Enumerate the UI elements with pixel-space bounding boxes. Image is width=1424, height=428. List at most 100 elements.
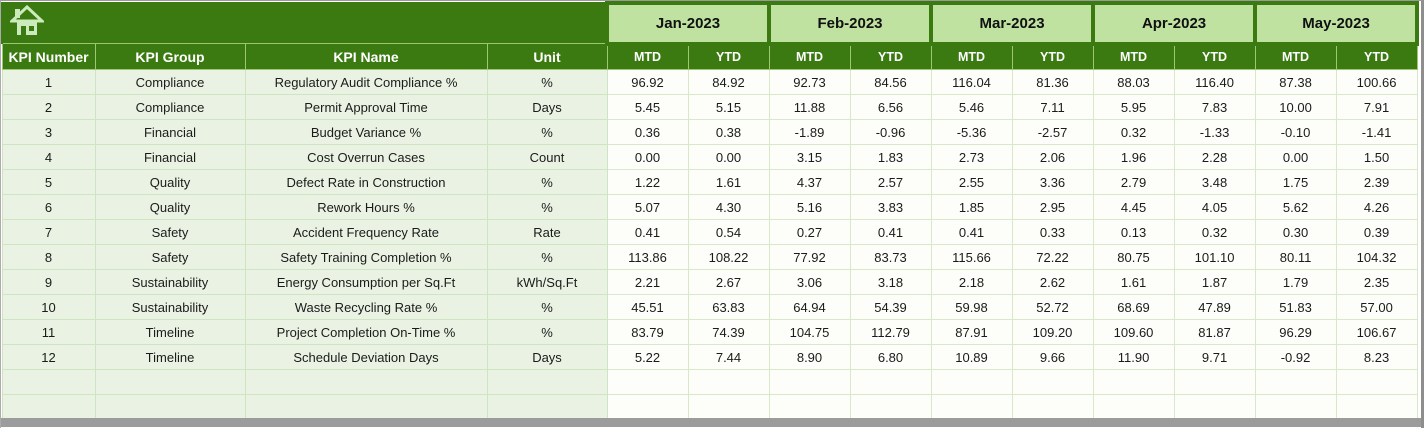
- value-cell-mar-2023-mtd[interactable]: 115.66: [930, 244, 1013, 270]
- empty-cell[interactable]: [486, 369, 608, 395]
- kpi-group-cell[interactable]: Compliance: [94, 94, 246, 120]
- empty-cell[interactable]: [930, 394, 1013, 420]
- empty-cell[interactable]: [849, 369, 932, 395]
- kpi-name-cell[interactable]: Regulatory Audit Compliance %: [244, 69, 488, 95]
- kpi-group-cell[interactable]: Safety: [94, 219, 246, 245]
- value-cell-may-2023-mtd[interactable]: 80.11: [1254, 244, 1337, 270]
- value-cell-may-2023-mtd[interactable]: 1.79: [1254, 269, 1337, 295]
- home-button[interactable]: [8, 4, 46, 37]
- value-cell-apr-2023-mtd[interactable]: 5.95: [1092, 94, 1175, 120]
- kpi-number-cell[interactable]: 9: [1, 269, 96, 295]
- value-cell-mar-2023-ytd[interactable]: 2.62: [1011, 269, 1094, 295]
- value-cell-feb-2023-mtd[interactable]: 104.75: [768, 319, 851, 345]
- value-cell-apr-2023-ytd[interactable]: 116.40: [1173, 69, 1256, 95]
- value-cell-apr-2023-mtd[interactable]: 2.79: [1092, 169, 1175, 195]
- value-cell-jan-2023-mtd[interactable]: 5.45: [606, 94, 689, 120]
- value-cell-mar-2023-mtd[interactable]: 2.73: [930, 144, 1013, 170]
- value-cell-apr-2023-mtd[interactable]: 0.13: [1092, 219, 1175, 245]
- kpi-name-cell[interactable]: Waste Recycling Rate %: [244, 294, 488, 320]
- month-header-jan-2023[interactable]: Jan-2023: [605, 1, 771, 46]
- empty-cell[interactable]: [1173, 369, 1256, 395]
- value-cell-jan-2023-mtd[interactable]: 45.51: [606, 294, 689, 320]
- period-header-may-2023-ytd[interactable]: YTD: [1335, 43, 1418, 70]
- value-cell-feb-2023-ytd[interactable]: 0.41: [849, 219, 932, 245]
- empty-cell[interactable]: [768, 369, 851, 395]
- empty-cell[interactable]: [1254, 394, 1337, 420]
- value-cell-feb-2023-mtd[interactable]: 3.15: [768, 144, 851, 170]
- value-cell-apr-2023-mtd[interactable]: 68.69: [1092, 294, 1175, 320]
- empty-cell[interactable]: [1011, 369, 1094, 395]
- value-cell-may-2023-ytd[interactable]: 7.91: [1335, 94, 1418, 120]
- kpi-number-cell[interactable]: 12: [1, 344, 96, 370]
- value-cell-jan-2023-ytd[interactable]: 4.30: [687, 194, 770, 220]
- value-cell-jan-2023-ytd[interactable]: 74.39: [687, 319, 770, 345]
- value-cell-may-2023-mtd[interactable]: 10.00: [1254, 94, 1337, 120]
- unit-cell[interactable]: kWh/Sq.Ft: [486, 269, 608, 295]
- value-cell-mar-2023-ytd[interactable]: 0.33: [1011, 219, 1094, 245]
- kpi-number-cell[interactable]: 6: [1, 194, 96, 220]
- value-cell-may-2023-ytd[interactable]: -1.41: [1335, 119, 1418, 145]
- value-cell-mar-2023-mtd[interactable]: 5.46: [930, 94, 1013, 120]
- month-header-apr-2023[interactable]: Apr-2023: [1091, 1, 1258, 46]
- kpi-group-cell[interactable]: Compliance: [94, 69, 246, 95]
- kpi-number-cell[interactable]: 3: [1, 119, 96, 145]
- unit-cell[interactable]: %: [486, 69, 608, 95]
- empty-cell[interactable]: [930, 369, 1013, 395]
- period-header-apr-2023-mtd[interactable]: MTD: [1092, 43, 1175, 70]
- kpi-number-cell[interactable]: 2: [1, 94, 96, 120]
- unit-cell[interactable]: %: [486, 169, 608, 195]
- value-cell-apr-2023-mtd[interactable]: 109.60: [1092, 319, 1175, 345]
- kpi-group-cell[interactable]: Sustainability: [94, 269, 246, 295]
- value-cell-feb-2023-ytd[interactable]: 6.80: [849, 344, 932, 370]
- period-header-mar-2023-mtd[interactable]: MTD: [930, 43, 1013, 70]
- value-cell-mar-2023-ytd[interactable]: 9.66: [1011, 344, 1094, 370]
- value-cell-apr-2023-mtd[interactable]: 1.96: [1092, 144, 1175, 170]
- col-header-kpi-name[interactable]: KPI Name: [244, 43, 488, 70]
- period-header-feb-2023-mtd[interactable]: MTD: [768, 43, 851, 70]
- kpi-number-cell[interactable]: 7: [1, 219, 96, 245]
- empty-cell[interactable]: [606, 369, 689, 395]
- value-cell-jan-2023-mtd[interactable]: 2.21: [606, 269, 689, 295]
- value-cell-mar-2023-mtd[interactable]: 10.89: [930, 344, 1013, 370]
- value-cell-apr-2023-ytd[interactable]: -1.33: [1173, 119, 1256, 145]
- value-cell-jan-2023-ytd[interactable]: 0.54: [687, 219, 770, 245]
- value-cell-feb-2023-ytd[interactable]: 2.57: [849, 169, 932, 195]
- value-cell-feb-2023-ytd[interactable]: 54.39: [849, 294, 932, 320]
- value-cell-jan-2023-mtd[interactable]: 0.41: [606, 219, 689, 245]
- value-cell-feb-2023-mtd[interactable]: 64.94: [768, 294, 851, 320]
- value-cell-feb-2023-ytd[interactable]: -0.96: [849, 119, 932, 145]
- empty-cell[interactable]: [244, 394, 488, 420]
- period-header-jan-2023-ytd[interactable]: YTD: [687, 43, 770, 70]
- kpi-name-cell[interactable]: Defect Rate in Construction: [244, 169, 488, 195]
- value-cell-feb-2023-ytd[interactable]: 3.83: [849, 194, 932, 220]
- empty-cell[interactable]: [687, 369, 770, 395]
- value-cell-may-2023-ytd[interactable]: 0.39: [1335, 219, 1418, 245]
- period-header-apr-2023-ytd[interactable]: YTD: [1173, 43, 1256, 70]
- value-cell-jan-2023-mtd[interactable]: 0.36: [606, 119, 689, 145]
- value-cell-may-2023-ytd[interactable]: 1.50: [1335, 144, 1418, 170]
- period-header-jan-2023-mtd[interactable]: MTD: [606, 43, 689, 70]
- value-cell-feb-2023-ytd[interactable]: 6.56: [849, 94, 932, 120]
- kpi-number-cell[interactable]: 10: [1, 294, 96, 320]
- kpi-name-cell[interactable]: Budget Variance %: [244, 119, 488, 145]
- unit-cell[interactable]: %: [486, 319, 608, 345]
- value-cell-may-2023-ytd[interactable]: 104.32: [1335, 244, 1418, 270]
- unit-cell[interactable]: Days: [486, 94, 608, 120]
- kpi-group-cell[interactable]: Quality: [94, 194, 246, 220]
- unit-cell[interactable]: %: [486, 244, 608, 270]
- kpi-name-cell[interactable]: Project Completion On-Time %: [244, 319, 488, 345]
- value-cell-jan-2023-ytd[interactable]: 108.22: [687, 244, 770, 270]
- value-cell-feb-2023-ytd[interactable]: 84.56: [849, 69, 932, 95]
- value-cell-mar-2023-mtd[interactable]: 2.18: [930, 269, 1013, 295]
- value-cell-may-2023-ytd[interactable]: 106.67: [1335, 319, 1418, 345]
- empty-cell[interactable]: [1092, 369, 1175, 395]
- value-cell-mar-2023-mtd[interactable]: -5.36: [930, 119, 1013, 145]
- value-cell-apr-2023-ytd[interactable]: 3.48: [1173, 169, 1256, 195]
- value-cell-jan-2023-ytd[interactable]: 0.38: [687, 119, 770, 145]
- value-cell-jan-2023-ytd[interactable]: 5.15: [687, 94, 770, 120]
- value-cell-mar-2023-mtd[interactable]: 116.04: [930, 69, 1013, 95]
- value-cell-feb-2023-mtd[interactable]: -1.89: [768, 119, 851, 145]
- value-cell-may-2023-mtd[interactable]: -0.10: [1254, 119, 1337, 145]
- value-cell-may-2023-mtd[interactable]: 5.62: [1254, 194, 1337, 220]
- kpi-name-cell[interactable]: Accident Frequency Rate: [244, 219, 488, 245]
